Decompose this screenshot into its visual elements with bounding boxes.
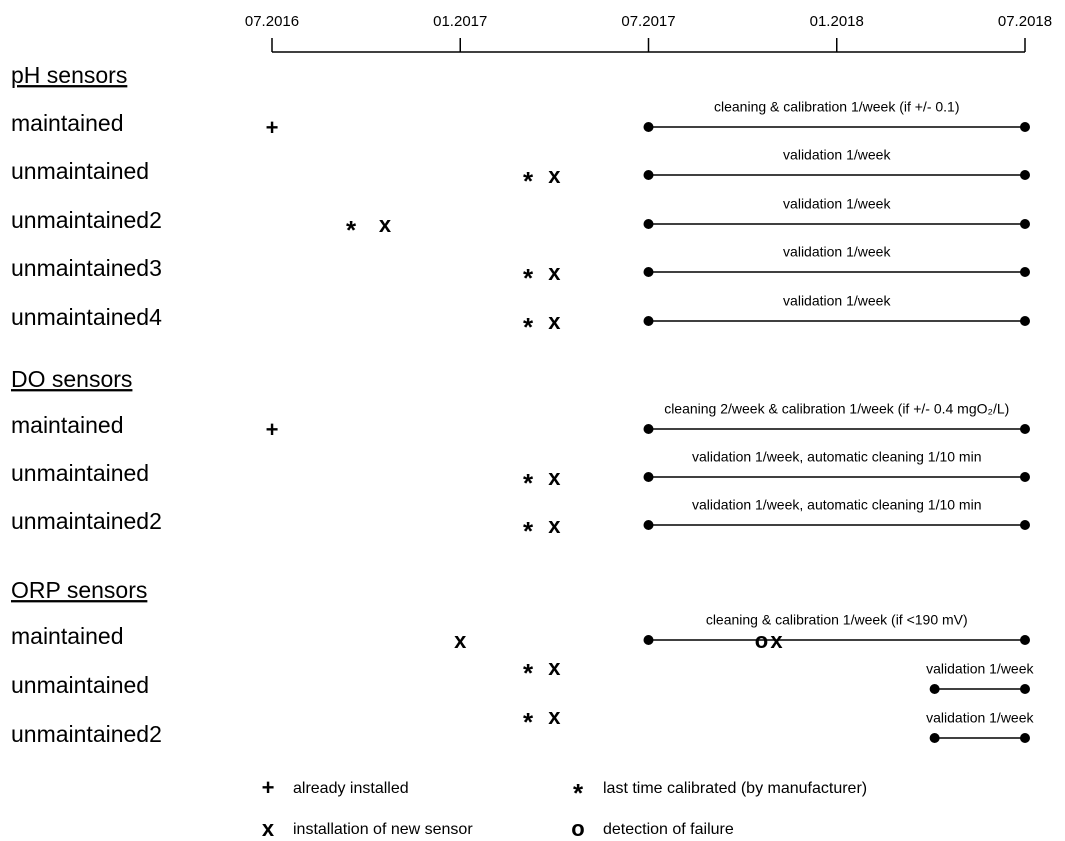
interval-start xyxy=(929,733,940,743)
legend-text: detection of failure xyxy=(603,821,734,838)
row-label: unmaintained4 xyxy=(11,304,162,330)
legend-symbol: * xyxy=(573,778,584,808)
interval-end xyxy=(1020,316,1030,326)
row-label: maintained xyxy=(11,623,124,649)
row-label: unmaintained xyxy=(11,672,149,698)
x-tick-label: 01.2018 xyxy=(810,13,864,30)
interval-label: validation 1/week xyxy=(783,196,891,212)
legend-text: last time calibrated (by manufacturer) xyxy=(603,780,867,797)
interval-label: validation 1/week xyxy=(926,710,1034,726)
interval-label: validation 1/week xyxy=(926,661,1034,677)
marker: x xyxy=(454,628,467,653)
marker: * xyxy=(523,707,534,737)
marker: x xyxy=(548,513,561,538)
row-label: unmaintained xyxy=(11,460,149,486)
interval-end xyxy=(1020,170,1030,180)
interval-label: validation 1/week, automatic cleaning 1/… xyxy=(692,497,982,513)
row-label: unmaintained3 xyxy=(11,255,162,281)
marker: * xyxy=(523,658,534,688)
interval-label: validation 1/week xyxy=(783,147,891,163)
interval-start xyxy=(643,122,654,132)
interval-end xyxy=(1020,219,1030,229)
row-label: unmaintained2 xyxy=(11,721,162,747)
group-title: DO sensors xyxy=(11,366,132,392)
interval-end xyxy=(1020,733,1030,743)
interval-end xyxy=(1020,635,1030,645)
interval-label: validation 1/week, automatic cleaning 1/… xyxy=(692,449,982,465)
legend-text: installation of new sensor xyxy=(293,821,473,838)
interval-end xyxy=(1020,520,1030,530)
interval-start xyxy=(643,472,654,482)
marker: x xyxy=(548,704,561,729)
row-label: maintained xyxy=(11,412,124,438)
interval-label: validation 1/week xyxy=(783,244,891,260)
interval-start xyxy=(643,316,654,326)
marker: x xyxy=(548,465,561,490)
x-tick-label: 07.2016 xyxy=(245,13,299,30)
marker: x xyxy=(548,163,561,188)
row-label: unmaintained2 xyxy=(11,207,162,233)
interval-start xyxy=(643,170,654,180)
interval-end xyxy=(1020,267,1030,277)
marker: * xyxy=(523,166,534,196)
interval-end xyxy=(1020,684,1030,694)
marker: + xyxy=(266,417,279,442)
interval-start xyxy=(643,424,654,434)
x-tick-label: 07.2017 xyxy=(621,13,675,30)
x-tick-label: 07.2018 xyxy=(998,13,1052,30)
group-title: ORP sensors xyxy=(11,577,147,603)
legend-symbol: x xyxy=(262,816,275,841)
interval-label: cleaning 2/week & calibration 1/week (if… xyxy=(664,401,1009,417)
marker: * xyxy=(523,312,534,342)
marker: + xyxy=(266,115,279,140)
marker: * xyxy=(523,468,534,498)
row-label: unmaintained xyxy=(11,158,149,184)
interval-label: validation 1/week xyxy=(783,293,891,309)
marker: * xyxy=(523,516,534,546)
interval-end xyxy=(1020,122,1030,132)
group-title: pH sensors xyxy=(11,62,127,88)
marker: x xyxy=(548,309,561,334)
interval-end xyxy=(1020,472,1030,482)
marker: x xyxy=(548,655,561,680)
legend-symbol: o xyxy=(571,816,584,841)
interval-start xyxy=(643,267,654,277)
marker: * xyxy=(523,263,534,293)
marker: * xyxy=(346,215,357,245)
interval-start xyxy=(643,635,654,645)
interval-label: cleaning & calibration 1/week (if +/- 0.… xyxy=(714,99,960,115)
legend-text: already installed xyxy=(293,780,409,797)
legend-symbol: + xyxy=(262,775,275,800)
marker: x xyxy=(548,260,561,285)
row-label: unmaintained2 xyxy=(11,508,162,534)
interval-end xyxy=(1020,424,1030,434)
interval-start xyxy=(643,520,654,530)
x-tick-label: 01.2017 xyxy=(433,13,487,30)
interval-start xyxy=(929,684,940,694)
row-label: maintained xyxy=(11,110,124,136)
interval-start xyxy=(643,219,654,229)
interval-label: cleaning & calibration 1/week (if <190 m… xyxy=(706,612,968,628)
marker: x xyxy=(379,212,392,237)
